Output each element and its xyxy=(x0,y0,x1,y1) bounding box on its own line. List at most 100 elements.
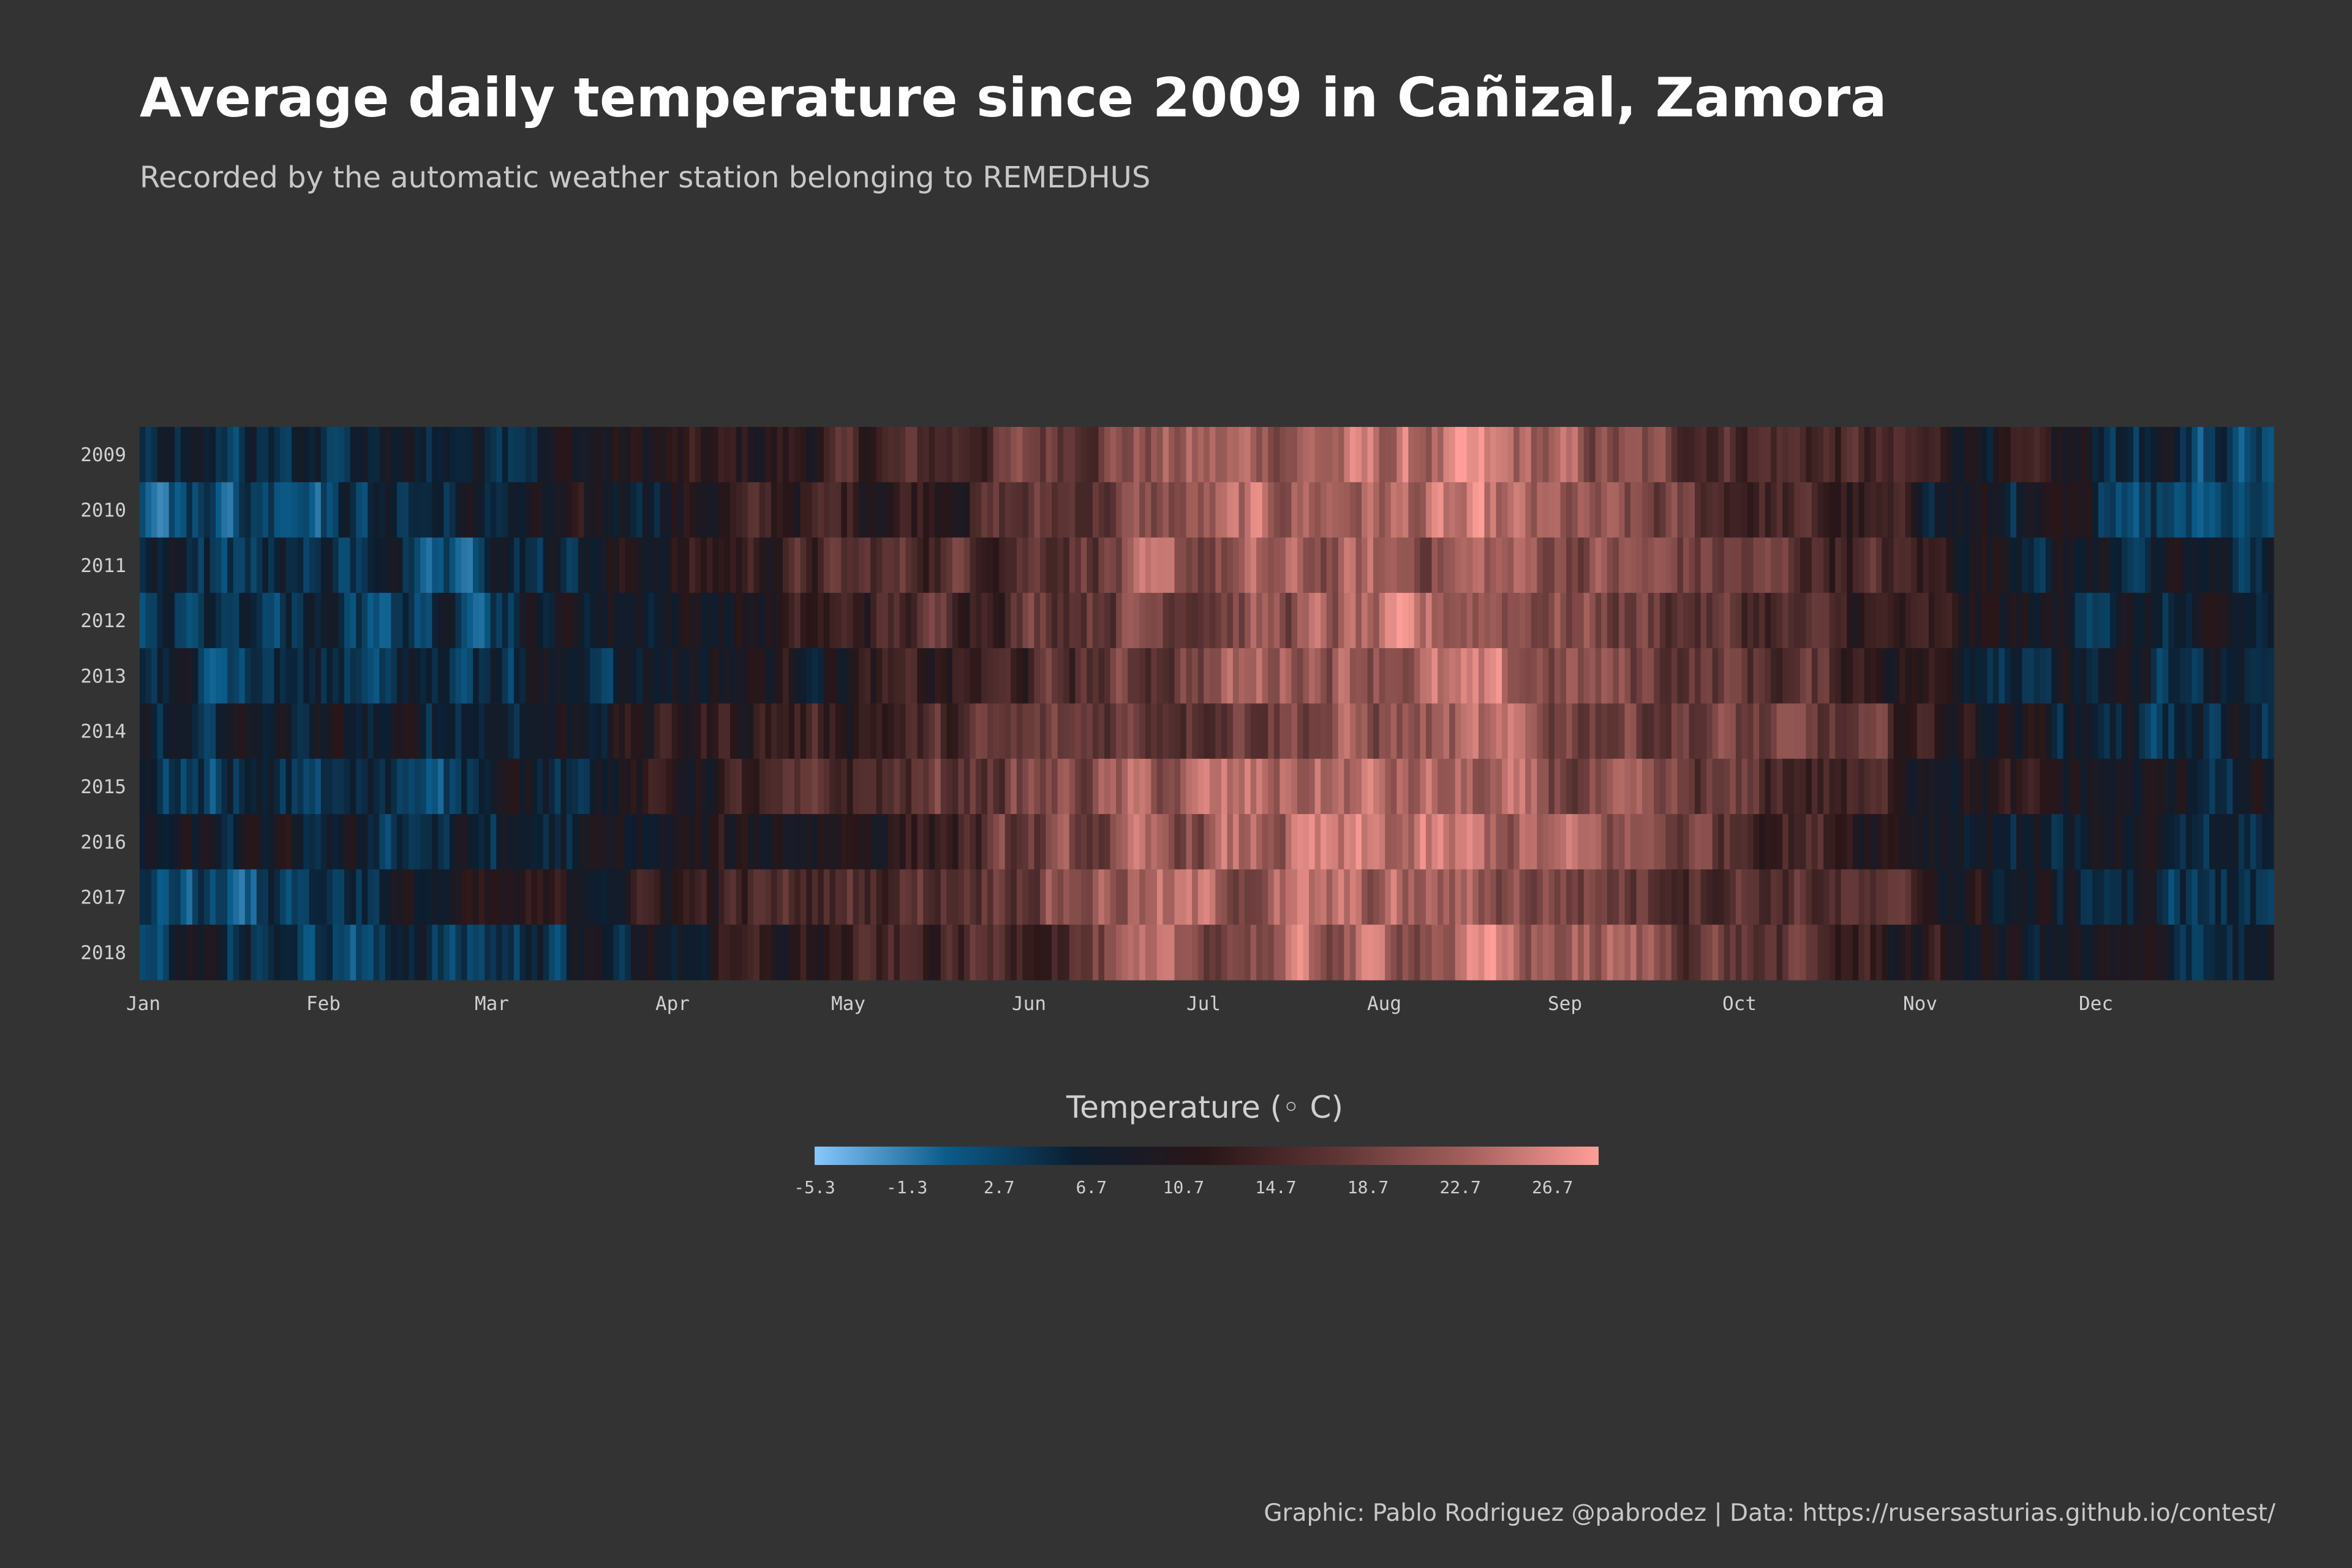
heatmap-cell xyxy=(1321,814,1327,870)
heatmap-cell xyxy=(864,427,871,483)
heatmap-cell xyxy=(689,537,696,594)
heatmap-cell xyxy=(1232,482,1240,538)
heatmap-cell xyxy=(1595,427,1602,483)
heatmap-cell xyxy=(1806,427,1812,483)
heatmap-cell xyxy=(1490,758,1497,815)
heatmap-cell xyxy=(1817,703,1824,760)
heatmap-cell xyxy=(923,427,930,483)
heatmap-cell xyxy=(1128,482,1134,538)
heatmap-cell xyxy=(2150,758,2157,815)
heatmap-cell xyxy=(864,537,871,594)
heatmap-cell xyxy=(1964,427,1970,483)
heatmap-cell xyxy=(1414,592,1420,649)
heatmap-cell xyxy=(1893,427,1900,483)
heatmap-cell xyxy=(1455,814,1461,870)
heatmap-cell xyxy=(1080,592,1087,649)
heatmap-cell xyxy=(1700,869,1707,925)
heatmap-cell xyxy=(1753,703,1760,760)
heatmap-cell xyxy=(2028,703,2035,760)
heatmap-cell xyxy=(1771,869,1777,925)
heatmap-cell xyxy=(2150,482,2157,538)
heatmap-cell xyxy=(221,758,228,815)
heatmap-cell xyxy=(1291,758,1298,815)
heatmap-cell xyxy=(285,869,292,925)
heatmap-cell xyxy=(1502,648,1509,704)
heatmap-cell xyxy=(1273,869,1280,925)
heatmap-cell xyxy=(227,814,234,870)
heatmap-cell xyxy=(853,924,859,981)
heatmap-cell xyxy=(911,592,918,649)
heatmap-cell xyxy=(385,427,392,483)
heatmap-cell xyxy=(987,758,994,815)
heatmap-cell xyxy=(747,869,754,925)
heatmap-cell xyxy=(975,703,982,760)
y-tick-label: 2009 xyxy=(80,444,126,466)
heatmap-cell xyxy=(274,648,281,704)
heatmap-cell xyxy=(1671,648,1678,704)
heatmap-cell xyxy=(952,703,959,760)
heatmap-cell xyxy=(455,592,462,649)
heatmap-cell xyxy=(1005,869,1011,925)
heatmap-cell xyxy=(145,703,152,760)
heatmap-cell xyxy=(1197,592,1204,649)
heatmap-cell xyxy=(251,869,257,925)
heatmap-cell xyxy=(782,869,790,925)
heatmap-cell xyxy=(1268,924,1275,981)
heatmap-cell xyxy=(262,592,269,649)
heatmap-cell xyxy=(297,758,304,815)
heatmap-cell xyxy=(1992,592,1999,649)
heatmap-cell xyxy=(730,814,737,870)
heatmap-cell xyxy=(952,924,959,981)
heatmap-cell xyxy=(1028,592,1035,649)
heatmap-cell xyxy=(929,758,935,815)
heatmap-cell xyxy=(1133,814,1140,870)
heatmap-cell xyxy=(1525,427,1532,483)
heatmap-cell xyxy=(1654,814,1660,870)
heatmap-cell xyxy=(2086,758,2093,815)
heatmap-cell xyxy=(859,703,865,760)
heatmap-cell xyxy=(502,482,508,538)
heatmap-cell xyxy=(1168,427,1175,483)
heatmap-cell xyxy=(2121,924,2128,981)
heatmap-cell xyxy=(1291,592,1298,649)
heatmap-cell xyxy=(1461,482,1468,538)
heatmap-cell xyxy=(1349,924,1357,981)
heatmap-cell xyxy=(1110,537,1117,594)
heatmap-cell xyxy=(332,592,339,649)
heatmap-cell xyxy=(899,427,907,483)
heatmap-cell xyxy=(613,537,620,594)
heatmap-cell xyxy=(180,703,187,760)
heatmap-cell xyxy=(1379,703,1385,760)
heatmap-cell xyxy=(145,648,152,704)
heatmap-cell xyxy=(256,648,263,704)
heatmap-cell xyxy=(537,703,544,760)
heatmap-cell xyxy=(1992,537,1999,594)
heatmap-cell xyxy=(1630,703,1637,760)
heatmap-cell xyxy=(1934,814,1941,870)
heatmap-cell xyxy=(1098,537,1105,594)
heatmap-cell xyxy=(1695,537,1702,594)
heatmap-cell xyxy=(940,537,947,594)
heatmap-cell xyxy=(2168,648,2175,704)
heatmap-cell xyxy=(2168,924,2175,981)
heatmap-cell xyxy=(981,648,988,704)
heatmap-cell xyxy=(683,592,690,649)
heatmap-cell xyxy=(2185,703,2192,760)
heatmap-cell xyxy=(140,814,146,870)
heatmap-cell xyxy=(1601,427,1608,483)
heatmap-cell xyxy=(1759,592,1766,649)
heatmap-cell xyxy=(268,924,275,981)
heatmap-cell xyxy=(1695,924,1702,981)
heatmap-cell xyxy=(1648,869,1654,925)
heatmap-cell xyxy=(771,703,778,760)
heatmap-cell xyxy=(636,703,643,760)
heatmap-cell xyxy=(1847,814,1853,870)
heatmap-cell xyxy=(216,924,222,981)
heatmap-cell xyxy=(1221,482,1228,538)
heatmap-cell xyxy=(192,814,199,870)
heatmap-cell xyxy=(1806,648,1812,704)
heatmap-cell xyxy=(2180,703,2187,760)
heatmap-cell xyxy=(361,758,368,815)
heatmap-cell xyxy=(2045,703,2052,760)
heatmap-cell xyxy=(1537,648,1544,704)
